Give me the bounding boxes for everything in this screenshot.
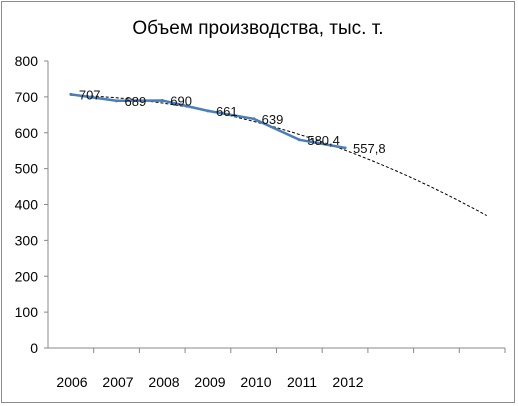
y-tick-label: 100 — [15, 304, 39, 320]
data-point — [206, 109, 210, 113]
data-label: 707 — [79, 87, 101, 102]
series-line — [70, 93, 346, 150]
x-tick-label: 2010 — [240, 374, 271, 390]
y-tick-label: 300 — [15, 232, 39, 248]
trend-line — [70, 94, 487, 217]
x-tick-label: 2009 — [194, 374, 225, 390]
data-label: 639 — [262, 112, 284, 127]
y-tick-label: 400 — [15, 197, 39, 213]
y-tick-label: 200 — [15, 268, 39, 284]
data-point — [69, 92, 73, 96]
data-point — [297, 138, 301, 142]
x-tick-label: 2007 — [102, 374, 133, 390]
data-label: 557,8 — [353, 141, 386, 156]
y-tick-label: 500 — [15, 161, 39, 177]
y-tick-label: 800 — [15, 53, 39, 69]
x-tick-label: 2012 — [332, 374, 363, 390]
y-tick-label: 600 — [15, 125, 39, 141]
data-point — [115, 99, 119, 103]
data-label: 690 — [170, 93, 192, 108]
x-tick-label: 2008 — [148, 374, 179, 390]
chart-title: Объем производства, тыс. т. — [132, 18, 383, 39]
x-tick-label: 2011 — [287, 374, 317, 390]
y-tick-label: 0 — [30, 340, 38, 356]
data-label: 661 — [216, 104, 238, 119]
data-point — [252, 117, 256, 121]
y-tick-label: 700 — [15, 89, 39, 105]
data-label: 580,4 — [307, 133, 340, 148]
data-point — [160, 98, 164, 102]
data-label: 689 — [125, 94, 147, 109]
x-tick-label: 2006 — [56, 374, 87, 390]
data-point — [343, 146, 347, 150]
